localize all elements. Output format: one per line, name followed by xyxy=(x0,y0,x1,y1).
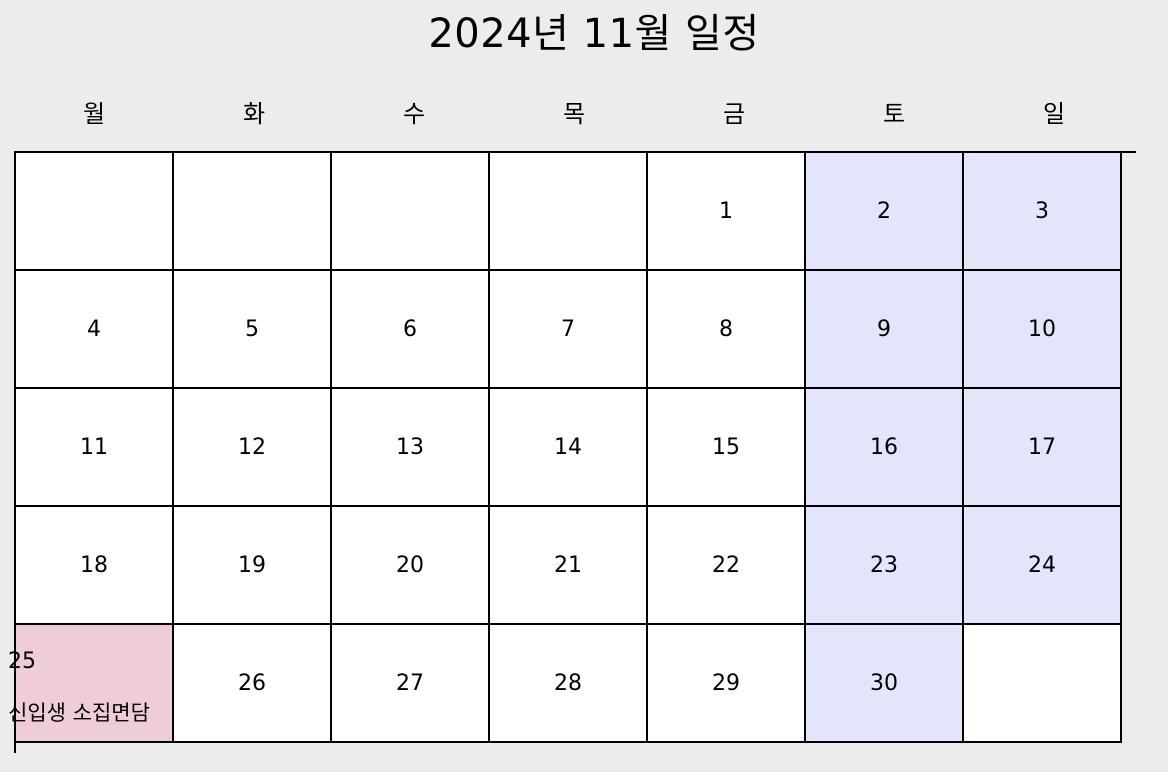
day-cell[interactable]: 29 xyxy=(648,625,806,743)
day-cell-weekend[interactable]: 10 xyxy=(964,271,1122,389)
weekday-header-tue: 화 xyxy=(242,100,266,128)
weekday-header-thu: 목 xyxy=(562,100,586,128)
day-cell-weekend[interactable]: 16 xyxy=(806,389,964,507)
day-cell[interactable]: 27 xyxy=(332,625,490,743)
day-cell-event[interactable]: 25 신입생 소집면담 xyxy=(8,625,174,743)
day-cell-empty xyxy=(332,153,490,271)
day-cell-weekend[interactable]: 9 xyxy=(806,271,964,389)
weekday-header-fri: 금 xyxy=(722,100,746,128)
day-cell[interactable]: 18 xyxy=(16,507,174,625)
day-cell[interactable]: 22 xyxy=(648,507,806,625)
day-cell[interactable]: 7 xyxy=(490,271,648,389)
day-cell[interactable]: 12 xyxy=(174,389,332,507)
calendar-grid: 1 2 3 4 5 6 7 8 9 10 11 12 13 14 15 16 1… xyxy=(8,151,1136,753)
day-number: 25 xyxy=(8,649,36,674)
day-cell[interactable]: 26 xyxy=(174,625,332,743)
weekday-header-sun: 일 xyxy=(1042,100,1066,128)
day-cell[interactable]: 15 xyxy=(648,389,806,507)
day-cell[interactable]: 21 xyxy=(490,507,648,625)
weekday-header-row: 월 화 수 목 금 토 일 xyxy=(14,92,1134,136)
day-cell[interactable]: 5 xyxy=(174,271,332,389)
day-cell-weekend[interactable]: 23 xyxy=(806,507,964,625)
day-cell[interactable]: 1 xyxy=(648,153,806,271)
day-cell-empty xyxy=(490,153,648,271)
day-cell[interactable]: 28 xyxy=(490,625,648,743)
event-label: 신입생 소집면담 xyxy=(8,701,150,725)
calendar-title: 2024년 11월 일정 xyxy=(428,11,760,57)
day-cell[interactable]: 19 xyxy=(174,507,332,625)
day-cell-empty xyxy=(964,625,1122,743)
day-cell[interactable]: 4 xyxy=(16,271,174,389)
day-cell[interactable]: 14 xyxy=(490,389,648,507)
day-cell[interactable]: 20 xyxy=(332,507,490,625)
day-cell[interactable]: 8 xyxy=(648,271,806,389)
day-cell-weekend[interactable]: 3 xyxy=(964,153,1122,271)
day-cell-weekend[interactable]: 2 xyxy=(806,153,964,271)
weekday-header-wed: 수 xyxy=(402,100,426,128)
day-cell-empty xyxy=(16,153,174,271)
day-cell[interactable]: 6 xyxy=(332,271,490,389)
weekday-header-sat: 토 xyxy=(882,100,906,128)
day-cell[interactable]: 13 xyxy=(332,389,490,507)
day-cell-empty xyxy=(174,153,332,271)
day-cell-weekend[interactable]: 30 xyxy=(806,625,964,743)
day-cell-weekend[interactable]: 17 xyxy=(964,389,1122,507)
weekday-header-mon: 월 xyxy=(82,100,106,128)
day-cell[interactable]: 11 xyxy=(16,389,174,507)
day-cell-weekend[interactable]: 24 xyxy=(964,507,1122,625)
